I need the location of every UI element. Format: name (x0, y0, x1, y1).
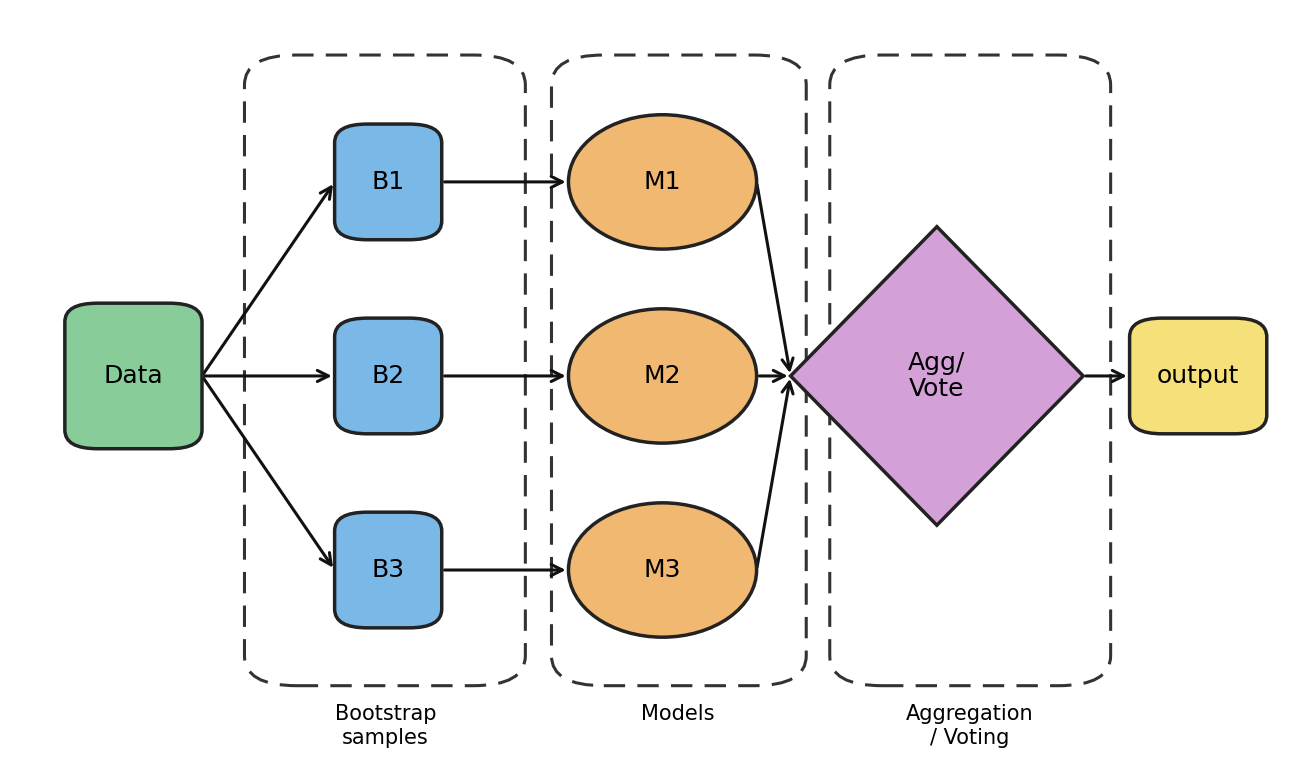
Text: B1: B1 (371, 170, 404, 194)
Polygon shape (791, 226, 1084, 525)
Text: Models: Models (642, 705, 715, 724)
Text: Agg/
Vote: Agg/ Vote (908, 350, 966, 401)
Text: M1: M1 (644, 170, 681, 194)
FancyBboxPatch shape (64, 303, 202, 448)
FancyBboxPatch shape (335, 124, 442, 239)
Text: Bootstrap
samples: Bootstrap samples (335, 705, 437, 748)
Text: B2: B2 (371, 364, 405, 388)
Text: M2: M2 (644, 364, 681, 388)
Ellipse shape (568, 115, 757, 249)
Text: Data: Data (104, 364, 163, 388)
FancyBboxPatch shape (335, 318, 442, 434)
Text: B3: B3 (371, 558, 404, 582)
FancyBboxPatch shape (1130, 318, 1267, 434)
Ellipse shape (568, 503, 757, 637)
Ellipse shape (568, 309, 757, 443)
Text: M3: M3 (644, 558, 681, 582)
FancyBboxPatch shape (335, 512, 442, 628)
Text: output: output (1157, 364, 1240, 388)
Text: Aggregation
/ Voting: Aggregation / Voting (905, 705, 1034, 748)
